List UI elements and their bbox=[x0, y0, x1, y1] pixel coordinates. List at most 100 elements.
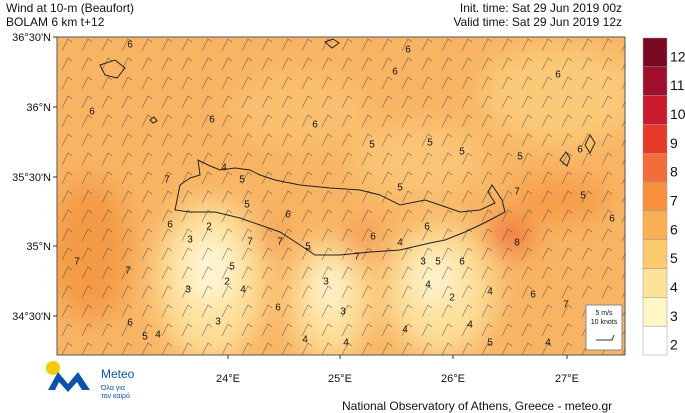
wind-barb bbox=[401, 133, 413, 147]
wind-barb bbox=[441, 304, 453, 318]
wind-barb bbox=[421, 114, 433, 128]
contour-label: 7 bbox=[125, 266, 131, 277]
wind-barb bbox=[541, 285, 553, 299]
wind-barb bbox=[581, 247, 593, 261]
wind-barb bbox=[621, 63, 625, 71]
colorbar-swatch bbox=[642, 325, 668, 356]
wind-barb bbox=[541, 342, 553, 355]
wind-barb bbox=[161, 190, 173, 204]
wind-barb bbox=[201, 133, 213, 147]
wind-barb bbox=[181, 323, 193, 337]
wind-barb bbox=[361, 171, 373, 185]
wind-barb bbox=[301, 76, 313, 90]
wind-barb bbox=[561, 76, 573, 90]
wind-barb bbox=[281, 114, 293, 128]
wind-barb bbox=[241, 57, 253, 71]
wind-barb bbox=[441, 57, 453, 71]
wind-barb bbox=[341, 95, 353, 109]
wind-barb bbox=[521, 114, 533, 128]
wind-barb bbox=[141, 95, 153, 109]
contour-label: 6 bbox=[127, 318, 133, 329]
wind-barb bbox=[381, 190, 393, 204]
wind-barb bbox=[161, 152, 173, 166]
wind-barb bbox=[121, 247, 133, 261]
wind-barb bbox=[261, 247, 273, 261]
contour-label: 5 bbox=[427, 138, 433, 149]
wind-barb bbox=[381, 95, 393, 109]
wind-barb bbox=[221, 38, 233, 52]
wind-barb bbox=[361, 228, 373, 242]
wind-barb bbox=[521, 171, 533, 185]
wind-barb bbox=[581, 209, 593, 223]
wind-barb bbox=[61, 209, 73, 223]
contour-label: 4 bbox=[155, 330, 161, 341]
wind-barb bbox=[161, 133, 173, 147]
wind-barb bbox=[301, 38, 313, 52]
wind-barb bbox=[621, 348, 625, 355]
wind-barb bbox=[461, 228, 473, 242]
wind-barb bbox=[61, 152, 73, 166]
wind-barb bbox=[581, 152, 593, 166]
wind-barb bbox=[141, 190, 153, 204]
wind-barb bbox=[81, 209, 93, 223]
wind-barb bbox=[581, 171, 593, 185]
wind-barb bbox=[81, 38, 93, 52]
wind-barb bbox=[401, 304, 413, 318]
wind-barb bbox=[241, 228, 253, 242]
wind-barb bbox=[301, 209, 313, 223]
wind-barb bbox=[541, 266, 553, 280]
wind-barb bbox=[261, 342, 273, 355]
wind-barb bbox=[241, 285, 253, 299]
wind-barb bbox=[581, 38, 593, 52]
wind-barb bbox=[441, 76, 453, 90]
wind-barb bbox=[421, 38, 433, 52]
wind-barb bbox=[401, 38, 413, 52]
wind-barb bbox=[541, 57, 553, 71]
wind-barb bbox=[261, 323, 273, 337]
contour-label: 7 bbox=[164, 175, 170, 186]
wind-barb bbox=[81, 285, 93, 299]
contour-label: 5 bbox=[142, 332, 148, 343]
wind-barb bbox=[481, 171, 493, 185]
wind-barb bbox=[421, 171, 433, 185]
wind-barb bbox=[481, 323, 493, 337]
lat-label: 34°30'N bbox=[12, 311, 51, 323]
wind-barb bbox=[181, 228, 193, 242]
wind-barb bbox=[361, 133, 373, 147]
wind-barb bbox=[101, 95, 113, 109]
wind-barb bbox=[361, 38, 373, 52]
colorbar-label: 5 bbox=[670, 250, 678, 266]
contour-label: 6 bbox=[370, 232, 376, 243]
wind-barb bbox=[341, 247, 353, 261]
wind-barb bbox=[221, 152, 233, 166]
wind-barb bbox=[501, 57, 513, 71]
wind-barb bbox=[501, 323, 513, 337]
contour-label: 6 bbox=[89, 107, 95, 118]
wind-barb bbox=[501, 152, 513, 166]
wind-barb bbox=[401, 342, 413, 355]
wind-barb bbox=[541, 228, 553, 242]
wind-barb bbox=[81, 323, 93, 337]
wind-barb bbox=[181, 304, 193, 318]
wind-barb bbox=[561, 304, 573, 318]
wind-barb bbox=[361, 342, 373, 355]
wind-barb bbox=[481, 114, 493, 128]
wind-barb bbox=[221, 76, 233, 90]
valid-time: Valid time: Sat 29 Jun 2019 12z bbox=[453, 15, 622, 29]
wind-barb bbox=[461, 304, 473, 318]
wind-barb bbox=[121, 57, 133, 71]
wind-barb bbox=[341, 76, 353, 90]
wind-barb bbox=[221, 114, 233, 128]
wind-barb bbox=[381, 266, 393, 280]
wind-barb bbox=[141, 133, 153, 147]
contour-label: 2 bbox=[224, 277, 230, 288]
wind-barb bbox=[281, 38, 293, 52]
wind-barb bbox=[401, 228, 413, 242]
wind-barb bbox=[381, 304, 393, 318]
wind-barb bbox=[341, 114, 353, 128]
wind-barb bbox=[621, 101, 625, 109]
wind-barb bbox=[521, 266, 533, 280]
wind-barb bbox=[241, 304, 253, 318]
colorbar-label: 11 bbox=[670, 77, 685, 93]
